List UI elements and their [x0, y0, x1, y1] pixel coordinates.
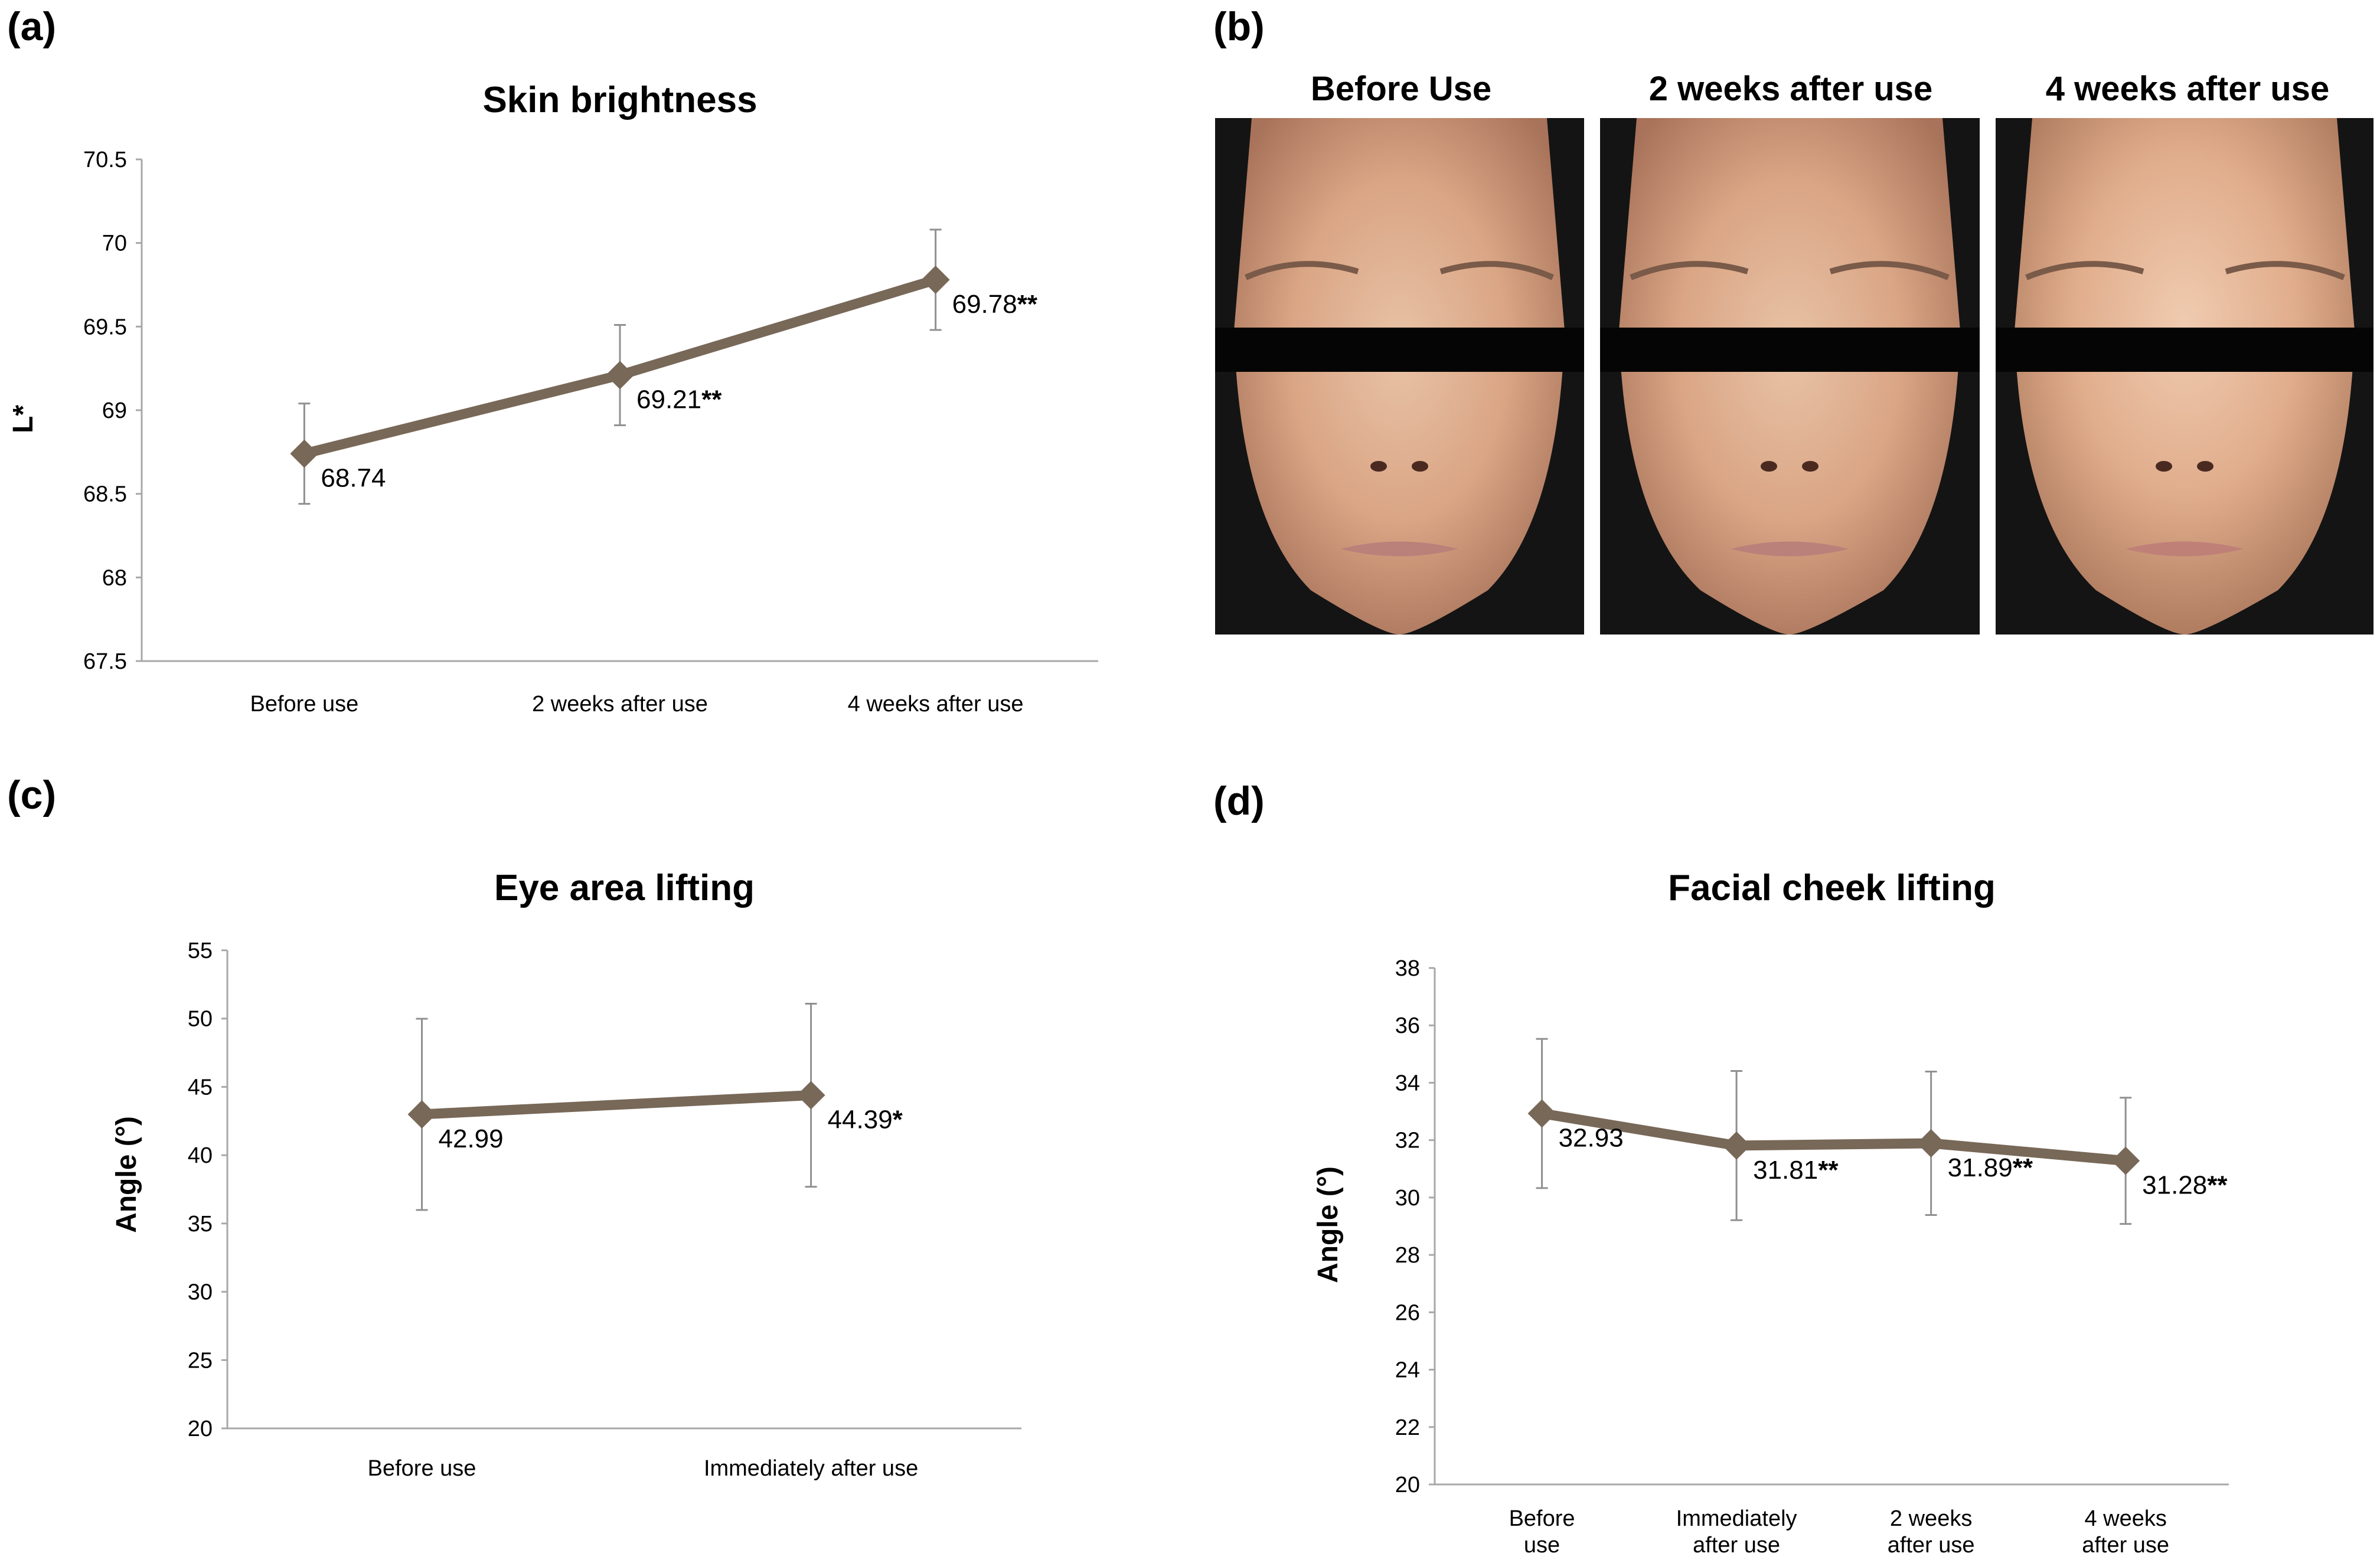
photo-panel: Before Use 2 weeks after use 4 weeks aft…: [1215, 70, 2374, 635]
y-tick-label: 69: [102, 398, 127, 423]
y-tick-label: 69.5: [83, 315, 127, 339]
chart-title: Skin brightness: [482, 80, 757, 120]
panel-label-b: (b): [1213, 4, 1265, 49]
eye-censor-bar: [1996, 328, 2374, 372]
y-tick-label: 26: [1395, 1300, 1420, 1325]
y-axis-label: Angle (°): [111, 1116, 142, 1233]
y-tick-label: 30: [1395, 1186, 1420, 1211]
y-tick-label: 55: [188, 938, 213, 963]
panel-label-d: (d): [1213, 779, 1265, 823]
series-line: [417, 1090, 817, 1120]
chart-title: Facial cheek lifting: [1668, 868, 1996, 908]
data-point-marker: [1917, 1129, 1945, 1158]
data-label: 32.93: [1559, 1123, 1624, 1152]
chart-eye-area-lifting: Eye area lifting Angle (°) 20 25 30 35 40 45 50 5…: [111, 868, 1021, 1481]
x-category-label: Before: [1509, 1506, 1575, 1531]
y-tick-label: 22: [1395, 1415, 1420, 1440]
y-tick-label: 20: [1395, 1473, 1420, 1497]
x-category-label: Immediately: [1676, 1506, 1797, 1531]
data-point-marker: [796, 1081, 825, 1110]
y-tick-label: 38: [1395, 956, 1420, 981]
y-tick-label: 25: [188, 1348, 213, 1373]
photo-label-2-weeks: 2 weeks after use: [1649, 70, 1932, 108]
panel-label-c: (c): [7, 773, 56, 817]
y-tick-label: 70: [102, 231, 127, 256]
data-label: 31.89**: [1948, 1153, 2033, 1182]
data-point-marker: [290, 439, 319, 468]
eye-censor-bar: [1600, 328, 1980, 372]
x-category-label: after use: [1888, 1533, 1975, 1558]
x-category-label: after use: [1693, 1533, 1780, 1558]
y-axis-label: L*: [8, 405, 39, 433]
photo-label-before: Before Use: [1311, 70, 1491, 108]
y-axis-label: Angle (°): [1313, 1166, 1344, 1283]
y-tick-label: 36: [1395, 1013, 1420, 1038]
data-label: 42.99: [439, 1124, 504, 1153]
y-tick-label: 28: [1395, 1243, 1420, 1268]
x-category-label: Immediately after use: [704, 1456, 918, 1481]
x-category-label: 2 weeks: [1890, 1506, 1972, 1531]
x-category-label: 4 weeks: [2084, 1506, 2166, 1531]
y-tick-label: 50: [188, 1007, 213, 1032]
face-photo-before: [1215, 118, 1584, 635]
x-category-label: 2 weeks after use: [532, 692, 708, 717]
face-photo-4-weeks: [1996, 118, 2374, 635]
data-point-marker: [1527, 1099, 1556, 1128]
y-tick-label: 70.5: [83, 148, 127, 172]
x-category-label: use: [1524, 1533, 1560, 1558]
y-tick-label: 45: [188, 1075, 213, 1100]
data-label: 69.78**: [952, 290, 1038, 319]
data-label: 44.39*: [828, 1106, 903, 1134]
x-category-label: 4 weeks after use: [848, 692, 1024, 717]
chart-facial-cheek-lifting: Facial cheek lifting Angle (°) 20 22 24 26 28 3…: [1313, 868, 2229, 1558]
y-tick-label: 68.5: [83, 482, 127, 507]
data-point-marker: [407, 1100, 436, 1129]
y-tick-label: 34: [1395, 1071, 1420, 1095]
chart-title: Eye area lifting: [494, 868, 755, 908]
y-tick-label: 24: [1395, 1358, 1420, 1383]
panel-label-a: (a): [7, 4, 56, 49]
data-label: 31.28**: [2142, 1171, 2228, 1200]
photo-label-4-weeks: 4 weeks after use: [2046, 70, 2329, 108]
y-tick-label: 68: [102, 565, 127, 590]
y-tick-label: 32: [1395, 1129, 1420, 1153]
data-label: 69.21**: [636, 385, 722, 414]
y-tick-label: 35: [188, 1212, 213, 1237]
face-photo-2-weeks: [1600, 118, 1980, 635]
y-tick-label: 40: [188, 1143, 213, 1168]
chart-skin-brightness: Skin brightness L* 67.5 68 68.5 69 69.5 70 70.5 B…: [8, 80, 1098, 717]
x-category-label: Before use: [368, 1456, 476, 1481]
data-label: 68.74: [321, 464, 386, 493]
y-tick-label: 20: [188, 1417, 213, 1441]
data-point-marker: [921, 266, 950, 294]
y-tick-label: 30: [188, 1280, 213, 1305]
data-point-marker: [606, 361, 634, 390]
series-line: [1537, 1108, 2131, 1166]
y-tick-label: 67.5: [83, 649, 127, 674]
eye-censor-bar: [1215, 328, 1584, 372]
x-category-label: Before use: [250, 692, 359, 717]
data-point-marker: [2111, 1146, 2140, 1175]
data-point-marker: [1722, 1131, 1751, 1160]
x-category-label: after use: [2082, 1533, 2169, 1558]
data-label: 31.81**: [1753, 1156, 1839, 1185]
